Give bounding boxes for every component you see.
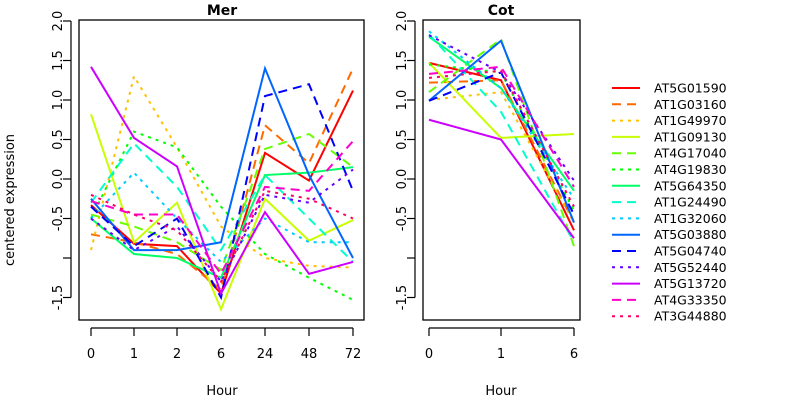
series-line-at1g49970 <box>90 73 354 269</box>
legend-label: AT1G03160 <box>654 97 727 112</box>
series-line-at5g04740 <box>90 83 354 301</box>
x-tick-label: 2 <box>173 347 181 362</box>
series-line-at5g13720 <box>90 66 354 297</box>
y-tick-label: -0.5 <box>51 206 66 231</box>
plot-frame <box>422 19 581 321</box>
x-tick-label: 1 <box>497 347 505 362</box>
y-tick-label: 0.0 <box>395 169 410 190</box>
legend-label: AT5G13720 <box>654 276 727 291</box>
panel-title-cot: Cot <box>488 3 515 19</box>
x-tick-label: 1 <box>130 347 138 362</box>
y-axis-label: centered expression <box>3 134 18 266</box>
y-tick-label: 1.0 <box>51 90 66 111</box>
series-line-at1g49970 <box>428 91 575 223</box>
series-line-at1g03160 <box>90 67 354 292</box>
legend-label: AT5G64350 <box>654 178 727 193</box>
y-tick-label: 1.0 <box>395 90 410 111</box>
series-line-at3g44880 <box>428 69 575 208</box>
x-axis-label-mer: Hour <box>206 384 238 399</box>
series-line-at1g24490 <box>428 33 575 243</box>
series-line-at1g09130 <box>90 113 354 313</box>
legend-label: AT3G44880 <box>654 309 727 324</box>
series-line-at5g13720 <box>428 118 575 239</box>
y-tick-label: 1.5 <box>395 50 410 71</box>
x-tick-label: 6 <box>570 347 578 362</box>
series-line-at1g24490 <box>90 141 354 263</box>
x-tick-label: 0 <box>87 347 95 362</box>
x-tick-label: 6 <box>217 347 225 362</box>
legend-label: AT5G04740 <box>654 244 727 259</box>
x-tick-label: 48 <box>301 347 318 362</box>
series-line-at5g01590 <box>428 61 575 231</box>
y-tick-label: 0.0 <box>51 169 66 190</box>
legend-label: AT5G52440 <box>654 260 727 275</box>
y-tick-label: 2.0 <box>51 11 66 32</box>
legend-label: AT4G33350 <box>654 292 727 307</box>
legend-label: AT5G01590 <box>654 81 727 96</box>
legend-label: AT4G17040 <box>654 146 727 161</box>
y-tick-label: 2.0 <box>395 11 410 32</box>
y-tick-label: 1.5 <box>51 50 66 71</box>
series-line-at3g44880 <box>90 189 354 284</box>
panel-cot: Cot Hour -1.5 -0.5 0.0 0.5 1.0 1.5 2.0 0 1 6 <box>395 3 581 399</box>
y-tick-label: -1.5 <box>51 285 66 310</box>
series-line-at5g01590 <box>90 90 354 296</box>
panel-mer: Mer Hour -1.5 -0.5 0.0 0.5 1.0 1.5 2.0 0 1 2 6 24 48… <box>51 3 365 399</box>
series-line-at4g17040 <box>90 132 354 272</box>
x-tick-label: 72 <box>345 347 362 362</box>
series-line-at5g64350 <box>428 35 575 192</box>
plot-frame <box>78 19 365 321</box>
series-line-at4g33350 <box>428 65 575 188</box>
legend-label: AT5G03880 <box>654 227 727 242</box>
series-line-at5g52440 <box>90 168 354 284</box>
y-tick-label: -1.5 <box>395 285 410 310</box>
series-line-at5g03880 <box>428 39 575 223</box>
legend-label: AT1G24490 <box>654 195 727 210</box>
y-tick-label: 0.5 <box>51 129 66 150</box>
series-line-at1g09130 <box>428 62 575 139</box>
series-line-at4g19830 <box>90 130 354 301</box>
legend-label: AT1G49970 <box>654 113 727 128</box>
legend-label: AT4G19830 <box>654 162 727 177</box>
legend-label: AT1G32060 <box>654 211 727 226</box>
x-tick-label: 24 <box>257 347 274 362</box>
y-tick-label: -0.5 <box>395 206 410 231</box>
x-tick-label: 0 <box>425 347 433 362</box>
panel-title-mer: Mer <box>207 3 237 19</box>
x-axis-label-cot: Hour <box>485 384 517 399</box>
series-line-at4g33350 <box>90 140 354 276</box>
legend-label: AT1G09130 <box>654 129 727 144</box>
y-tick-label: 0.5 <box>395 129 410 150</box>
series-line-at5g03880 <box>90 65 354 259</box>
